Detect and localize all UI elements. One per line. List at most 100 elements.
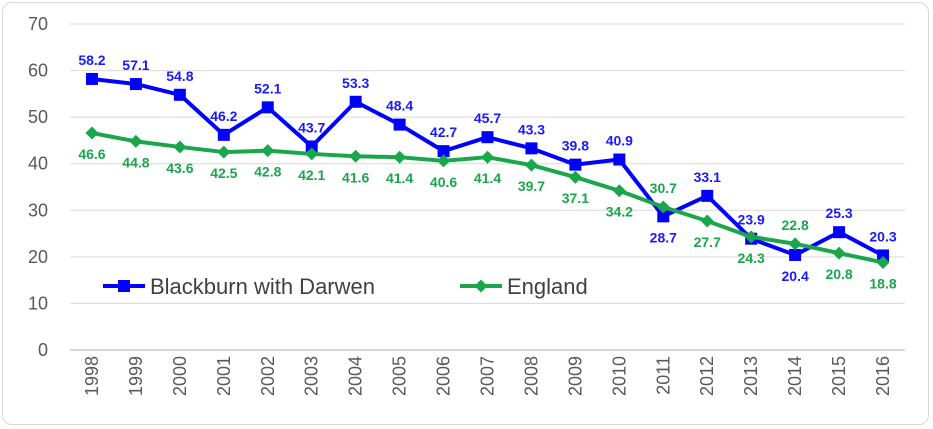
y-tick-label: 70 <box>28 14 48 34</box>
data-label: 27.7 <box>694 234 721 250</box>
data-point <box>129 78 142 91</box>
data-point <box>481 131 494 144</box>
y-tick-label: 10 <box>28 293 48 313</box>
data-point <box>657 210 670 223</box>
x-tick-label: 2009 <box>565 356 585 396</box>
data-label: 24.3 <box>738 250 765 266</box>
data-label: 18.8 <box>869 275 896 291</box>
data-label: 44.8 <box>122 154 149 170</box>
legend-marker-england <box>474 279 488 293</box>
x-tick-label: 2005 <box>390 356 410 396</box>
data-point <box>349 95 362 108</box>
data-point <box>129 134 143 148</box>
y-tick-label: 40 <box>28 154 48 174</box>
data-label: 53.3 <box>342 75 369 91</box>
legend-label-blackburn: Blackburn with Darwen <box>150 274 375 299</box>
y-tick-label: 30 <box>28 200 48 220</box>
x-tick-label: 2006 <box>434 356 454 396</box>
data-point <box>261 144 275 158</box>
data-label: 20.4 <box>782 268 809 284</box>
data-label: 43.7 <box>298 119 325 135</box>
data-label: 20.3 <box>869 228 896 244</box>
data-label: 52.1 <box>254 80 281 96</box>
data-point <box>656 200 670 214</box>
data-label: 40.9 <box>606 133 633 149</box>
data-label: 23.9 <box>738 212 765 228</box>
data-point <box>305 140 318 153</box>
data-point <box>789 248 802 261</box>
y-tick-label: 50 <box>28 107 48 127</box>
data-point <box>437 154 451 168</box>
x-tick-label: 2010 <box>609 356 629 396</box>
data-point <box>701 189 714 202</box>
data-point <box>217 128 230 141</box>
data-label: 46.6 <box>78 146 105 162</box>
data-label: 42.7 <box>430 124 457 140</box>
data-point <box>876 255 890 269</box>
legend-marker-blackburn <box>118 280 130 292</box>
data-point <box>173 88 186 101</box>
x-tick-label: 2004 <box>346 356 366 396</box>
data-point <box>349 149 363 163</box>
data-point <box>85 72 98 85</box>
data-point <box>437 145 450 158</box>
data-point <box>393 118 406 131</box>
x-tick-label: 2002 <box>258 356 278 396</box>
x-tick-label: 2014 <box>785 356 805 396</box>
data-label: 46.2 <box>210 108 237 124</box>
x-tick-label: 1999 <box>126 356 146 396</box>
data-label: 45.7 <box>474 110 501 126</box>
data-label: 41.4 <box>386 170 413 186</box>
legend-label-england: England <box>507 274 588 299</box>
data-point <box>261 101 274 114</box>
data-label: 58.2 <box>78 52 105 68</box>
data-label: 34.2 <box>606 204 633 220</box>
x-tick-label: 2001 <box>214 356 234 396</box>
x-tick-label: 2008 <box>521 356 541 396</box>
data-label: 48.4 <box>386 98 413 114</box>
data-label: 37.1 <box>562 190 589 206</box>
data-label: 43.3 <box>518 121 545 137</box>
x-tick-label: 2011 <box>653 356 673 395</box>
data-label: 20.8 <box>825 266 852 282</box>
x-tick-label: 2015 <box>829 356 849 396</box>
x-tick-label: 2016 <box>873 356 893 396</box>
data-point <box>613 153 626 166</box>
data-point <box>568 170 582 184</box>
x-tick-label: 2003 <box>302 356 322 396</box>
y-tick-label: 20 <box>28 247 48 267</box>
data-label: 54.8 <box>166 68 193 84</box>
y-tick-label: 0 <box>38 340 48 360</box>
x-tick-label: 2000 <box>170 356 190 396</box>
data-label: 25.3 <box>825 205 852 221</box>
data-label: 22.8 <box>782 217 809 233</box>
data-point <box>85 126 99 140</box>
data-label: 42.1 <box>298 167 325 183</box>
chart-frame <box>2 2 929 425</box>
data-point <box>217 145 231 159</box>
data-point <box>393 150 407 164</box>
data-point <box>788 237 802 251</box>
data-point <box>877 249 890 262</box>
data-label: 39.7 <box>518 178 545 194</box>
data-label: 40.6 <box>430 174 457 190</box>
x-tick-label: 2012 <box>697 356 717 396</box>
data-point <box>524 158 538 172</box>
data-point <box>481 150 494 164</box>
data-label: 28.7 <box>650 229 677 245</box>
data-label: 57.1 <box>122 57 149 73</box>
data-label: 41.6 <box>342 169 369 185</box>
data-label: 39.8 <box>562 138 589 154</box>
data-point <box>525 142 538 155</box>
data-label: 41.4 <box>474 170 501 186</box>
data-point <box>700 214 714 228</box>
data-point <box>569 158 582 171</box>
data-label: 33.1 <box>694 169 721 185</box>
data-label: 42.8 <box>254 164 281 180</box>
data-label: 42.5 <box>210 165 237 181</box>
x-tick-label: 2007 <box>478 356 498 396</box>
x-tick-label: 1998 <box>82 356 102 396</box>
data-point <box>833 226 846 239</box>
data-label: 30.7 <box>650 180 677 196</box>
